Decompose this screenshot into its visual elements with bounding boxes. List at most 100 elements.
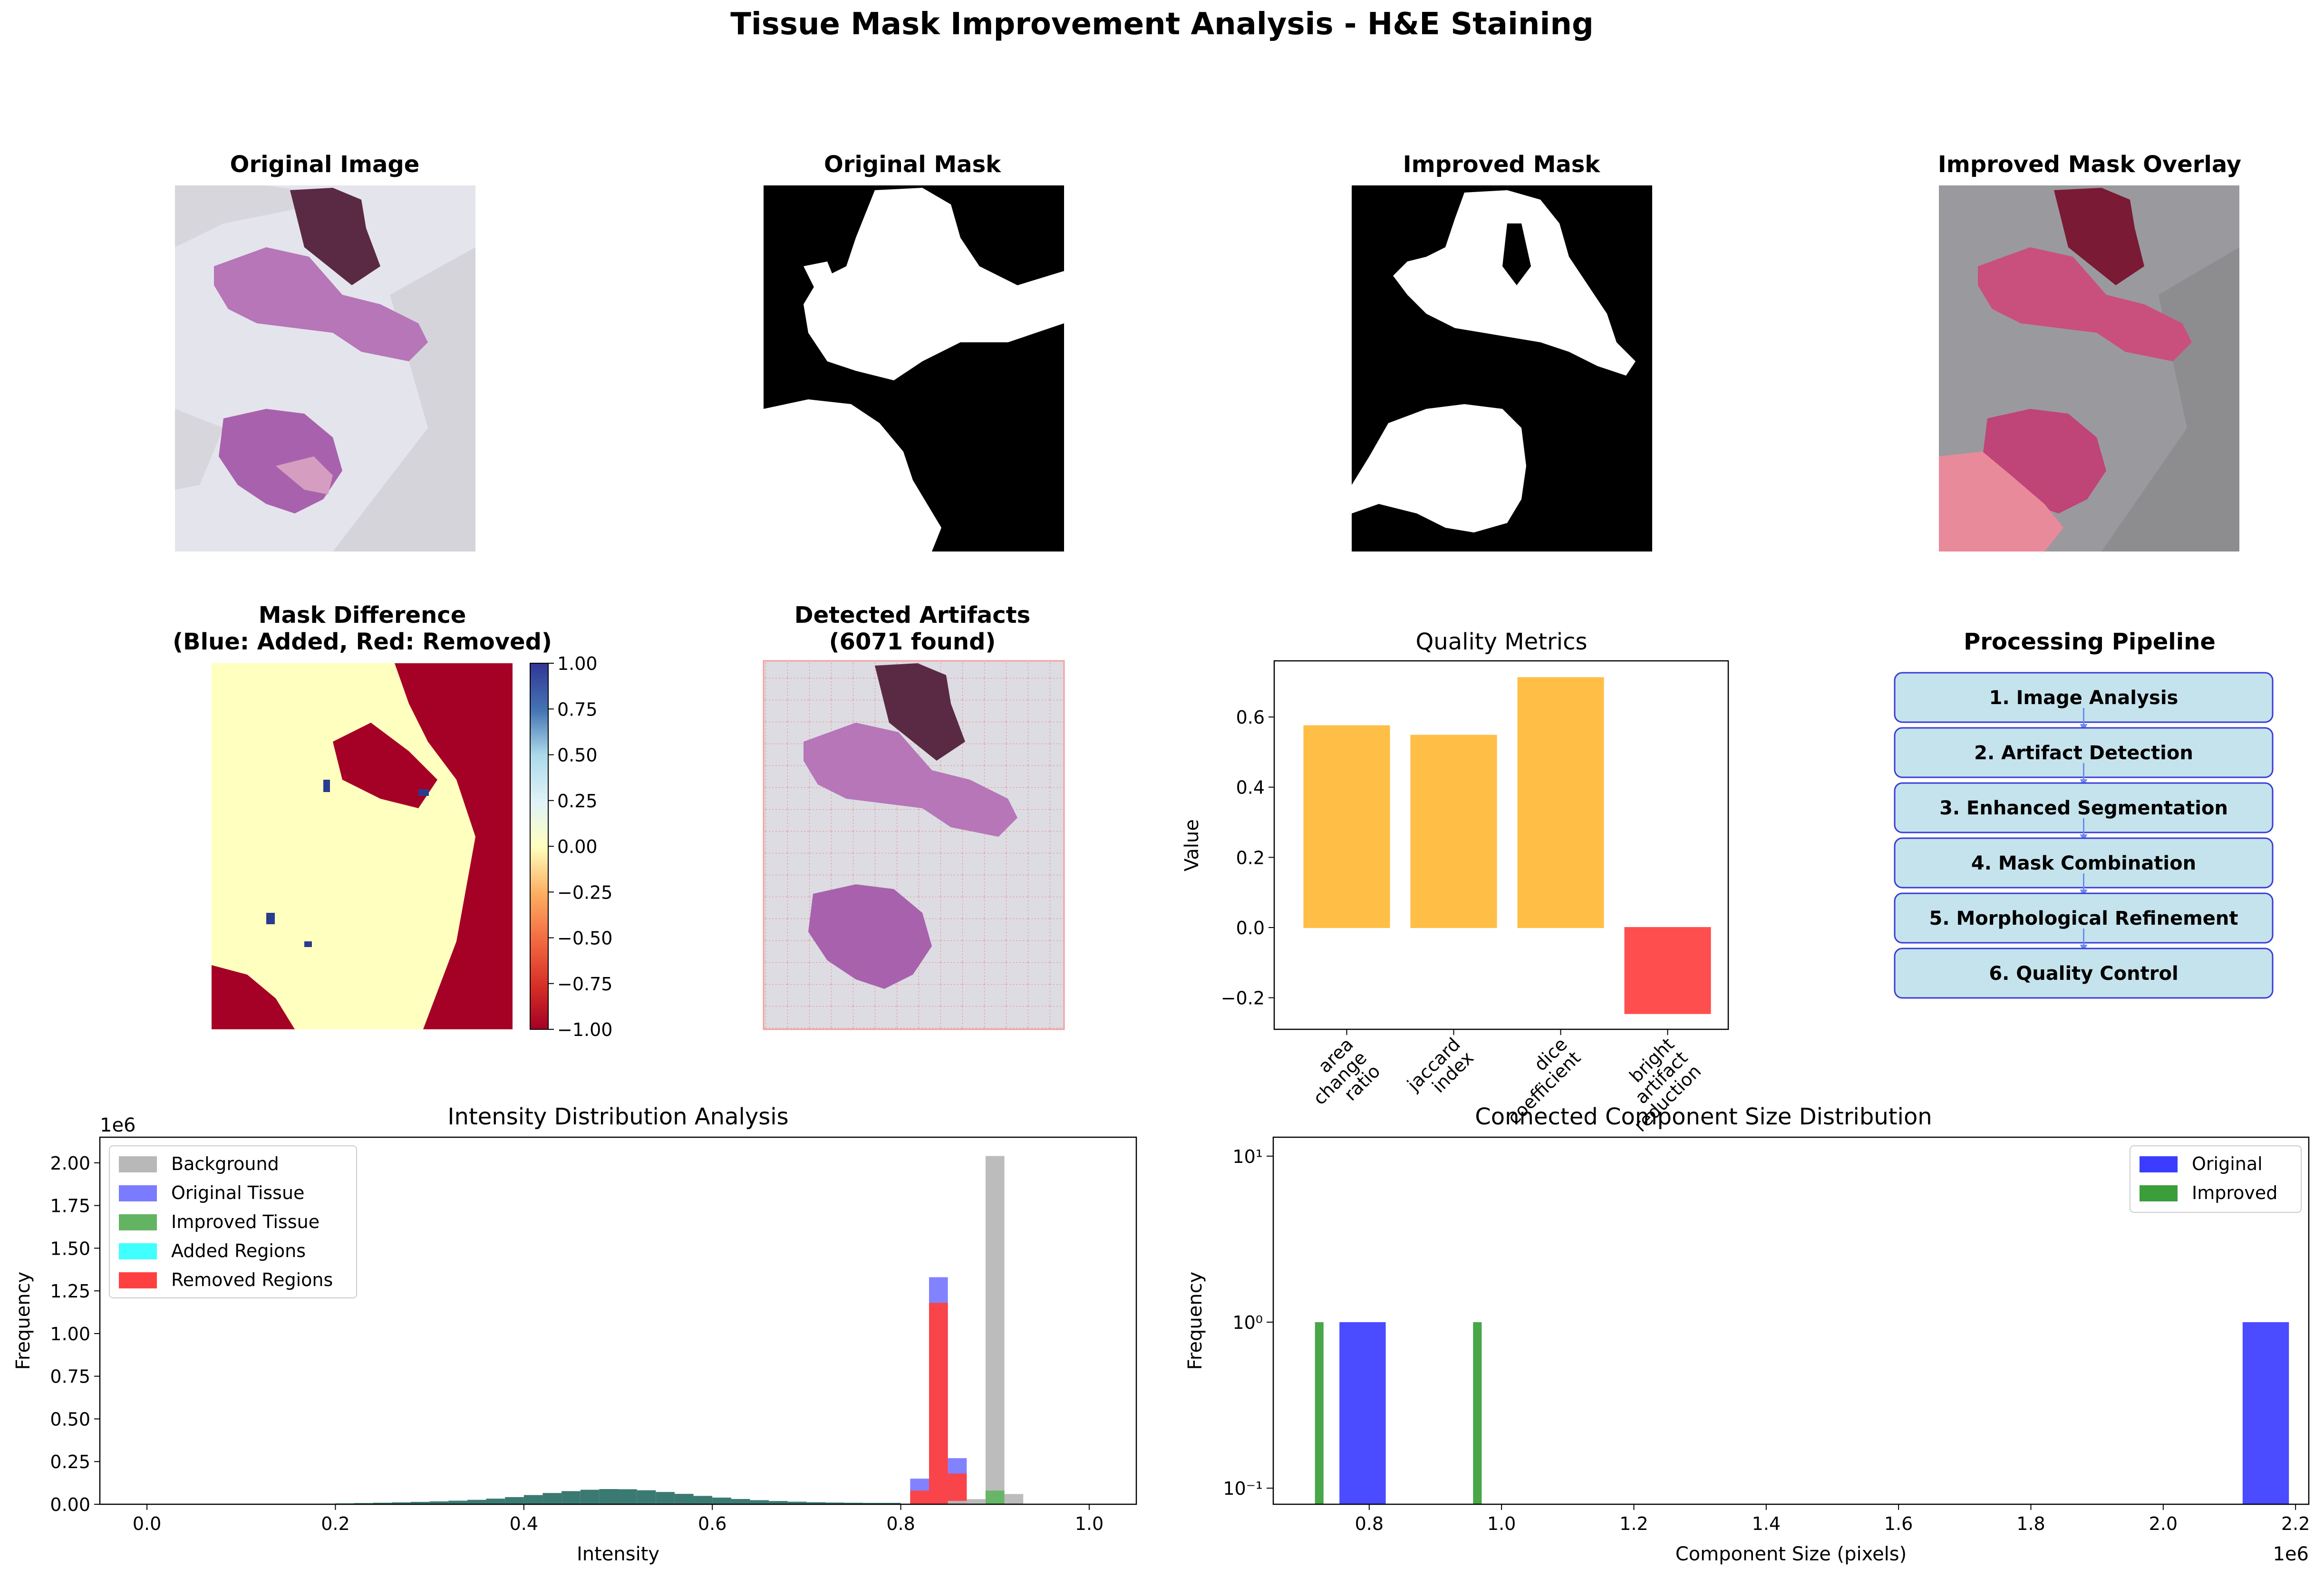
intensity-legend-label: Improved Tissue <box>171 1211 320 1232</box>
tissue-hist-bar <box>599 1489 618 1504</box>
intensity-title: Intensity Distribution Analysis <box>447 1103 788 1130</box>
quality-metrics-title: Quality Metrics <box>1415 629 1587 655</box>
component-legend-swatch <box>2140 1185 2178 1201</box>
pipeline-panel: Processing Pipeline 1. Image Analysis 2. … <box>1894 629 2274 999</box>
cc-xtick-label: 2.2 <box>2281 1513 2310 1534</box>
mask-diff-colorbar: 1.00 0.75 0.50 0.25 0.00 −0.25 −0.50 −0.75 −1.00 <box>530 653 612 1040</box>
tissue-hist-bar <box>411 1501 430 1504</box>
component-legend-label: Original <box>2192 1153 2263 1174</box>
qm-ytick-label: 0.6 <box>1236 707 1265 728</box>
int-xtick-label: 1.0 <box>1075 1513 1104 1534</box>
cc-xtick-label: 1.0 <box>1487 1513 1516 1534</box>
int-xtick-label: 0.2 <box>321 1513 349 1534</box>
mask-difference-panel <box>212 663 513 1029</box>
overlay-title: Improved Mask Overlay <box>1938 151 2241 178</box>
intensity-xlabel: Intensity <box>577 1543 659 1565</box>
component-legend-label: Improved <box>2192 1182 2277 1203</box>
tissue-hist-bar <box>580 1490 600 1504</box>
improved-mask-title: Improved Mask <box>1403 151 1601 178</box>
intensity-legend-swatch <box>119 1272 157 1288</box>
improved-mask-panel <box>1352 185 1652 551</box>
int-xtick-label: 0.4 <box>510 1513 538 1534</box>
pipeline-step-label: 4. Mask Combination <box>1971 852 2196 874</box>
tissue-hist-bar <box>806 1502 825 1504</box>
qm-ytick-label: −0.2 <box>1221 988 1265 1009</box>
intensity-legend-swatch <box>119 1214 157 1230</box>
cc-xtick-label: 1.8 <box>2016 1513 2045 1534</box>
int-xtick-label: 0.0 <box>133 1513 161 1534</box>
component-xlabel: Component Size (pixels) <box>1675 1543 1907 1565</box>
cc-xtick-label: 1.6 <box>1884 1513 1913 1534</box>
intensity-legend-label: Background <box>171 1153 279 1174</box>
component-axes <box>1272 1136 2310 1505</box>
int-ytick-label: 0.25 <box>50 1451 90 1472</box>
tissue-hist-bar <box>467 1500 486 1504</box>
component-multiplier: 1e6 <box>2273 1543 2309 1565</box>
int-ytick-label: 2.00 <box>50 1153 90 1174</box>
quality-bar <box>1410 735 1497 928</box>
tissue-hist-bar <box>448 1500 467 1504</box>
component-chart: Connected Component Size Distribution 0.… <box>1184 1103 2310 1565</box>
cc-xtick-label: 2.0 <box>2149 1513 2178 1534</box>
tissue-hist-bar <box>354 1503 373 1504</box>
overlay-panel <box>1939 185 2239 551</box>
cc-xtick-label: 1.4 <box>1752 1513 1781 1534</box>
quality-bar <box>1624 927 1711 1014</box>
mask-diff-title-2: (Blue: Added, Red: Removed) <box>173 629 552 655</box>
component-ylabel: Frequency <box>1184 1272 1206 1370</box>
pipeline-step-label: 6. Quality Control <box>1989 963 2178 985</box>
tissue-hist-bar <box>505 1497 524 1504</box>
cc-ytick-label: 10⁰ <box>1232 1312 1263 1333</box>
quality-metrics-axes <box>1273 660 1729 1030</box>
int-ytick-label: 0.50 <box>50 1409 90 1430</box>
mask-diff-title-1: Mask Difference <box>259 602 466 629</box>
tissue-hist-bar <box>562 1491 581 1504</box>
figure-title: Tissue Mask Improvement Analysis - H&E S… <box>730 7 1594 42</box>
component-bar <box>1315 1322 1324 1504</box>
intensity-peak-bar <box>967 1499 986 1504</box>
qm-ytick-label: 0.0 <box>1236 918 1265 938</box>
tissue-hist-bar <box>637 1490 656 1504</box>
quality-bar <box>1517 677 1604 928</box>
component-bar <box>1473 1322 1482 1504</box>
colorbar-tick-label: −0.25 <box>557 882 612 903</box>
pipeline-step-label: 1. Image Analysis <box>1989 687 2179 709</box>
tissue-hist-bar <box>750 1500 769 1504</box>
tissue-hist-bar <box>844 1502 863 1504</box>
int-ytick-label: 1.75 <box>50 1196 90 1217</box>
tissue-hist-bar <box>392 1502 411 1504</box>
artifacts-title-2: (6071 found) <box>829 629 996 655</box>
intensity-legend-label: Removed Regions <box>171 1269 333 1290</box>
quality-metrics-ylabel: Value <box>1181 819 1203 871</box>
intensity-peak-bar <box>985 1490 1005 1504</box>
tissue-hist-bar <box>618 1489 637 1504</box>
intensity-chart: Intensity Distribution Analysis 0.0 0.2 0.… <box>12 1103 1137 1565</box>
pipeline-step-box <box>1894 948 2274 999</box>
colorbar-tick-label: 0.75 <box>557 699 598 720</box>
int-xtick-label: 0.6 <box>698 1513 726 1534</box>
cc-ytick-label: 10¹ <box>1232 1146 1263 1167</box>
intensity-legend-swatch <box>119 1156 157 1172</box>
tissue-hist-bar <box>787 1501 807 1504</box>
cc-xtick-label: 1.2 <box>1619 1513 1648 1534</box>
tissue-hist-bar <box>486 1499 505 1504</box>
intensity-legend-label: Added Regions <box>171 1240 306 1261</box>
colorbar-tick-label: 0.25 <box>557 791 598 812</box>
intensity-legend-label: Original Tissue <box>171 1182 304 1203</box>
intensity-peak-bar <box>1004 1494 1024 1504</box>
qm-ytick-label: 0.4 <box>1236 777 1265 798</box>
intensity-peak-bar <box>985 1156 1005 1504</box>
colorbar-tick-label: 0.50 <box>557 745 598 766</box>
tissue-hist-bar <box>542 1493 562 1504</box>
intensity-ylabel: Frequency <box>12 1272 34 1370</box>
pipeline-title: Processing Pipeline <box>1964 629 2216 655</box>
intensity-peak-bar <box>948 1473 967 1504</box>
intensity-legend-box <box>109 1145 357 1298</box>
original-mask-panel <box>764 185 1064 551</box>
int-ytick-label: 1.00 <box>50 1324 90 1345</box>
tissue-hist-bar <box>674 1494 694 1504</box>
intensity-peak-bar <box>948 1500 967 1504</box>
intensity-peak-bar <box>910 1490 929 1504</box>
colorbar-tick-label: 0.00 <box>557 836 598 857</box>
